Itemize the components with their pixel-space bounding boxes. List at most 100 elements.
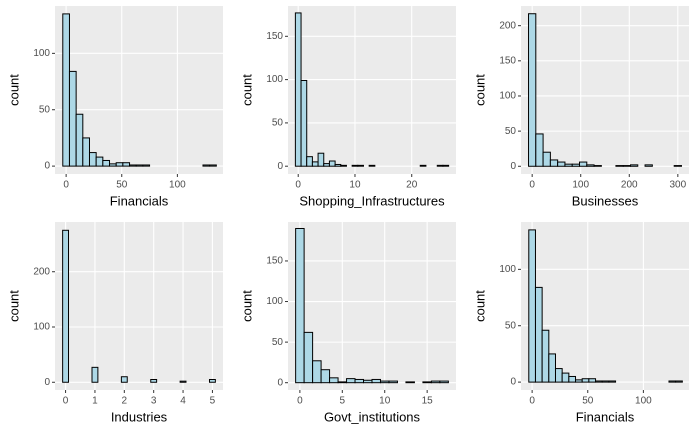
histogram-bar — [82, 137, 90, 167]
histogram-bar — [422, 381, 432, 384]
histogram-bar — [608, 380, 617, 383]
y-tick-label: 50 — [505, 320, 517, 331]
y-tick-label: 0 — [44, 377, 50, 388]
histogram-bar — [593, 165, 602, 167]
histogram-bar — [329, 377, 339, 384]
y-tick-label: 0 — [510, 377, 516, 388]
histogram-bar — [564, 163, 573, 167]
histogram-bar — [629, 164, 639, 167]
panel-background — [288, 6, 456, 174]
x-tick-label: 100 — [169, 180, 186, 191]
x-tick-label: 0 — [63, 396, 69, 407]
y-tick-label: 50 — [272, 118, 284, 129]
histogram-bar — [644, 164, 653, 167]
histogram-bar — [129, 164, 137, 167]
y-tick-label: 50 — [39, 104, 51, 115]
histogram-bar — [557, 161, 566, 167]
y-tick-label: 150 — [499, 55, 516, 66]
histogram-bar — [91, 366, 99, 383]
histogram-bar — [102, 159, 111, 167]
histogram-bar — [150, 379, 158, 383]
y-tick-label: 100 — [266, 74, 283, 85]
histogram-bar — [346, 378, 356, 384]
histogram-bar — [135, 164, 144, 167]
histogram-bar — [549, 159, 559, 167]
histogram-bar — [306, 156, 313, 167]
histogram-bar — [323, 163, 330, 167]
y-axis-title: count — [6, 74, 21, 106]
x-tick-label: 200 — [621, 180, 638, 191]
histogram-bar — [115, 162, 124, 167]
histogram-bar — [615, 165, 624, 167]
x-tick-label: 4 — [180, 396, 186, 407]
histogram-bar — [622, 165, 631, 167]
histogram-bar — [586, 164, 595, 167]
y-tick-label: 100 — [33, 48, 50, 59]
histogram-bar — [357, 164, 364, 167]
histogram-bar — [62, 229, 70, 383]
histogram-bar — [561, 372, 570, 383]
x-axis-title: Industries — [111, 409, 168, 424]
x-tick-label: 20 — [406, 180, 418, 191]
x-tick-label: 100 — [635, 396, 652, 407]
panel-background — [521, 6, 689, 174]
histogram-bar — [419, 164, 427, 167]
histogram-bar — [88, 152, 97, 167]
histogram-bar — [312, 360, 322, 384]
y-tick-label: 50 — [505, 126, 517, 137]
y-tick-label: 0 — [44, 161, 50, 172]
y-tick-label: 200 — [33, 266, 50, 277]
panel: 0 50 100 150 200 0 100 200 300 Businesses count — [472, 6, 689, 208]
histogram-bar — [668, 380, 677, 383]
panel: 0 100 200 0 1 2 3 4 5 Industries count — [6, 222, 223, 424]
histogram-bar — [179, 380, 187, 383]
histogram-bar — [317, 152, 325, 167]
x-tick-label: 100 — [572, 180, 589, 191]
y-tick-label: 0 — [277, 377, 283, 388]
histogram-bar — [62, 13, 70, 167]
histogram-bar — [436, 164, 444, 167]
histogram-bar — [554, 368, 563, 383]
histogram-bar — [388, 380, 398, 384]
y-tick-label: 100 — [33, 322, 50, 333]
y-tick-label: 150 — [266, 256, 283, 267]
histogram-bar — [571, 163, 581, 167]
histogram-bar — [673, 165, 682, 167]
histogram-bar — [311, 161, 319, 167]
x-axis-title: Shopping_Infrastructures — [299, 193, 445, 208]
x-tick-label: 2 — [122, 396, 128, 407]
panel-background — [55, 222, 223, 390]
histogram-bar — [122, 162, 131, 167]
histogram-bar — [209, 164, 217, 167]
x-tick-label: 0 — [529, 396, 535, 407]
histogram-bar — [337, 381, 348, 384]
histogram-bar — [548, 353, 556, 383]
histogram-bar — [588, 378, 597, 383]
histogram-bar — [109, 163, 117, 167]
histogram-bar — [208, 379, 216, 383]
histogram-bar — [568, 375, 577, 383]
histogram-bar — [95, 156, 104, 167]
histogram-bar — [439, 380, 449, 384]
histogram-bar — [202, 164, 211, 167]
y-tick-label: 0 — [510, 161, 516, 172]
histogram-bar — [535, 133, 544, 167]
y-tick-label: 100 — [499, 264, 516, 275]
y-axis-title: count — [239, 290, 254, 322]
histogram-bar — [405, 381, 415, 384]
histogram-bar — [601, 380, 610, 383]
x-tick-label: 0 — [297, 396, 303, 407]
histogram-bar — [300, 79, 308, 167]
histogram-bar — [340, 164, 347, 167]
y-tick-label: 0 — [277, 161, 283, 172]
x-tick-label: 10 — [349, 180, 361, 191]
x-tick-label: 5 — [340, 396, 346, 407]
x-axis-title: Govt_institutions — [324, 409, 421, 424]
histogram-bar — [442, 164, 450, 167]
histogram-bar — [295, 227, 305, 384]
y-tick-label: 100 — [499, 91, 516, 102]
